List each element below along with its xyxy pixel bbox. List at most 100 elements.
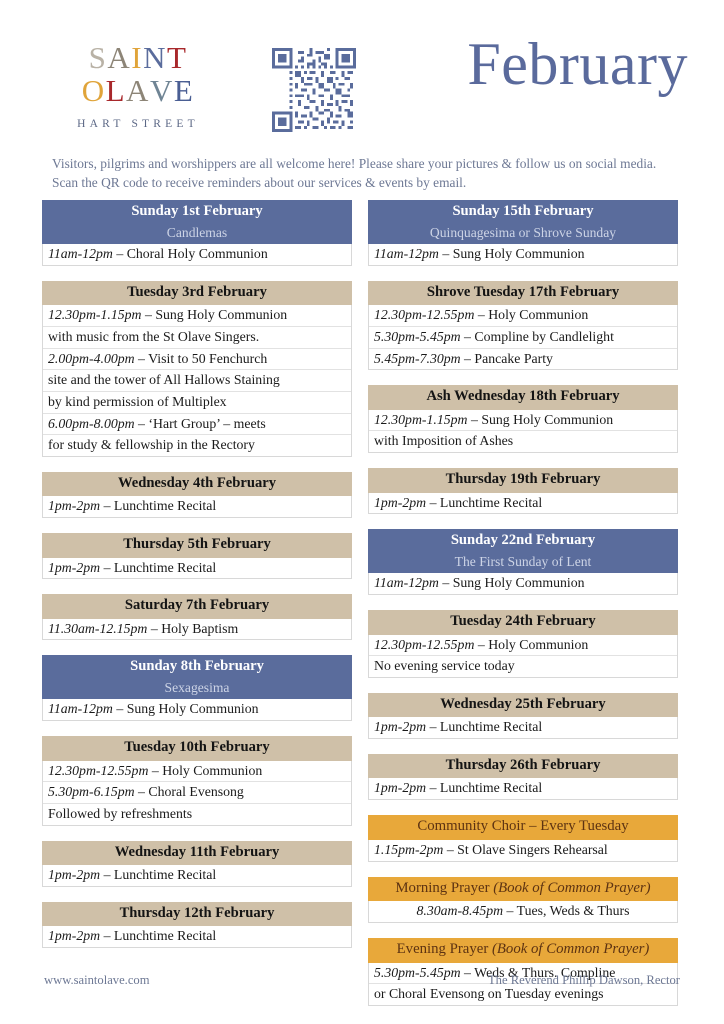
event-title: Community Choir – Every Tuesday	[368, 815, 678, 840]
event-card: Ash Wednesday 18th February 12.30pm-1.15p…	[368, 385, 678, 454]
event-description: – Lunchtime Recital	[100, 867, 217, 883]
event-line: No evening service today	[369, 656, 677, 677]
event-card: Tuesday 3rd February 12.30pm-1.15pm – Sun…	[42, 280, 352, 457]
event-card: Shrove Tuesday 17th February 12.30pm-12.5…	[368, 280, 678, 371]
event-line: 1pm-2pm – Lunchtime Recital	[43, 496, 351, 517]
event-title: Sunday 22nd February	[368, 529, 678, 554]
event-time: 11am-12pm	[374, 575, 439, 591]
event-card: Sunday 1st February Candlemas 11am-12pm – …	[42, 200, 352, 266]
event-time: 11am-12pm	[374, 246, 439, 262]
event-description: – Sung Holy Communion	[112, 701, 259, 717]
event-description: – Holy Communion	[474, 307, 589, 323]
church-logo: SAINT OLAVE HART STREET	[58, 40, 218, 131]
event-line: by kind permission of Multiplex	[43, 392, 351, 414]
event-title-note: (Book of Common Prayer)	[493, 879, 651, 896]
event-description: – Lunchtime Recital	[426, 719, 543, 735]
event-title: Sunday 1st February	[42, 200, 352, 225]
event-title: Thursday 26th February	[368, 753, 678, 779]
month-title: February	[467, 31, 688, 97]
event-line: or Choral Evensong on Tuesday evenings	[369, 984, 677, 1005]
event-line: 1.15pm-2pm – St Olave Singers Rehearsal	[369, 840, 677, 861]
event-description: – Lunchtime Recital	[100, 928, 217, 944]
event-description: – Sung Holy Communion	[467, 411, 614, 427]
event-time: 11am-12pm	[48, 246, 113, 262]
event-body: 1pm-2pm – Lunchtime Recital	[42, 865, 352, 887]
event-title: Tuesday 3rd February	[42, 280, 352, 306]
event-body: 1pm-2pm – Lunchtime Recital	[368, 717, 678, 739]
event-description: or Choral Evensong on Tuesday evenings	[374, 986, 604, 1002]
event-description: with music from the St Olave Singers.	[48, 328, 260, 344]
event-time: 11.30am-12.15pm	[48, 620, 148, 636]
event-line: Followed by refreshments	[43, 804, 351, 825]
event-card: Thursday 5th February 1pm-2pm – Lunchtime…	[42, 533, 352, 580]
event-time: 6.00pm-8.00pm	[48, 415, 135, 431]
event-time: 5.30pm-5.45pm	[374, 964, 461, 980]
logo-subtitle: HART STREET	[77, 118, 199, 131]
event-card: Morning Prayer (Book of Common Prayer) 8.…	[368, 876, 678, 923]
event-line: 5.30pm-5.45pm – Weds & Thurs. Compline	[369, 963, 677, 985]
event-body: 1pm-2pm – Lunchtime Recital	[42, 926, 352, 948]
event-body: 8.30am-8.45pm – Tues, Weds & Thurs	[368, 901, 678, 923]
event-line: 1pm-2pm – Lunchtime Recital	[369, 778, 677, 799]
event-body: 1pm-2pm – Lunchtime Recital	[368, 492, 678, 515]
event-description: by kind permission of Multiplex	[48, 393, 227, 409]
event-time: 5.30pm-6.15pm	[48, 784, 135, 800]
event-description: No evening service today	[374, 658, 515, 674]
logo-letter: T	[166, 40, 188, 75]
event-line: 1pm-2pm – Lunchtime Recital	[43, 926, 351, 947]
event-line: 11am-12pm – Sung Holy Communion	[369, 573, 677, 594]
event-time: 1pm-2pm	[48, 498, 101, 514]
logo-line-olave: OLAVE	[58, 72, 218, 108]
event-description: – Sung Holy Communion	[438, 246, 585, 262]
rector-name: The Reverend Phillip Dawson, Rector	[487, 973, 680, 987]
event-time: 5.45pm-7.30pm	[374, 350, 461, 366]
logo-line-saint: SAINT	[58, 40, 218, 75]
event-subtitle: Quinquagesima or Shrove Sunday	[368, 224, 678, 245]
event-description: – Holy Communion	[148, 762, 263, 778]
event-body: 1.15pm-2pm – St Olave Singers Rehearsal	[368, 839, 678, 862]
right-column: Sunday 15th February Quinquagesima or Shr…	[368, 200, 678, 1021]
event-time: 12.30pm-1.15pm	[374, 411, 468, 427]
event-line: 1pm-2pm – Lunchtime Recital	[369, 493, 677, 514]
event-line: with music from the St Olave Singers.	[43, 327, 351, 349]
intro-paragraph: Visitors, pilgrims and worshippers are a…	[52, 156, 657, 191]
event-body: 11am-12pm – Choral Holy Communion	[42, 244, 352, 266]
page-footer: www.saintolave.com The Reverend Phillip …	[0, 973, 724, 988]
event-body: 5.30pm-5.45pm – Weds & Thurs. Compline or…	[368, 962, 678, 1006]
event-line: 12.30pm-12.55pm – Holy Communion	[369, 635, 677, 657]
event-body: 1pm-2pm – Lunchtime Recital	[368, 778, 678, 801]
logo-letter: I	[131, 40, 144, 75]
logo-letter: N	[143, 40, 167, 75]
event-description: Followed by refreshments	[48, 805, 193, 821]
event-line: 12.30pm-1.15pm – Sung Holy Communion	[369, 410, 677, 432]
event-line: 6.00pm-8.00pm – ‘Hart Group’ – meets	[43, 414, 351, 436]
logo-letter: L	[105, 72, 127, 108]
event-line: site and the tower of All Hallows Staini…	[43, 370, 351, 392]
event-time: 12.30pm-12.55pm	[374, 307, 475, 323]
event-card: Sunday 15th February Quinquagesima or Shr…	[368, 200, 678, 266]
website-link[interactable]: www.saintolave.com	[44, 973, 150, 987]
event-card: Tuesday 24th February 12.30pm-12.55pm – H…	[368, 610, 678, 678]
event-line: 1pm-2pm – Lunchtime Recital	[369, 717, 677, 738]
event-title: Wednesday 11th February	[42, 840, 352, 866]
event-card: Saturday 7th February 11.30am-12.15pm – H…	[42, 594, 352, 641]
event-description: site and the tower of All Hallows Staini…	[48, 372, 280, 388]
event-title: Sunday 8th February	[42, 655, 352, 680]
logo-letter: V	[149, 72, 174, 108]
event-body: 1pm-2pm – Lunchtime Recital	[42, 557, 352, 580]
event-subtitle: Candlemas	[42, 224, 352, 245]
left-column: Sunday 1st February Candlemas 11am-12pm – …	[42, 200, 352, 1021]
event-line: 8.30am-8.45pm – Tues, Weds & Thurs	[369, 901, 677, 922]
event-time: 2.00pm-4.00pm	[48, 350, 135, 366]
event-line: 11.30am-12.15pm – Holy Baptism	[43, 619, 351, 640]
event-card: Sunday 22nd February The First Sunday of …	[368, 529, 678, 595]
event-body: 12.30pm-12.55pm – Holy Communion 5.30pm-6…	[42, 760, 352, 826]
event-time: 12.30pm-12.55pm	[374, 636, 475, 652]
qr-code-icon[interactable]	[272, 48, 356, 132]
event-time: 1pm-2pm	[374, 780, 427, 796]
event-time: 1.15pm-2pm	[374, 841, 444, 857]
event-card: Wednesday 4th February 1pm-2pm – Lunchtim…	[42, 471, 352, 519]
event-title: Wednesday 25th February	[368, 692, 678, 718]
event-title-main: Morning Prayer	[395, 879, 494, 896]
event-title-note: (Book of Common Prayer)	[491, 940, 650, 957]
